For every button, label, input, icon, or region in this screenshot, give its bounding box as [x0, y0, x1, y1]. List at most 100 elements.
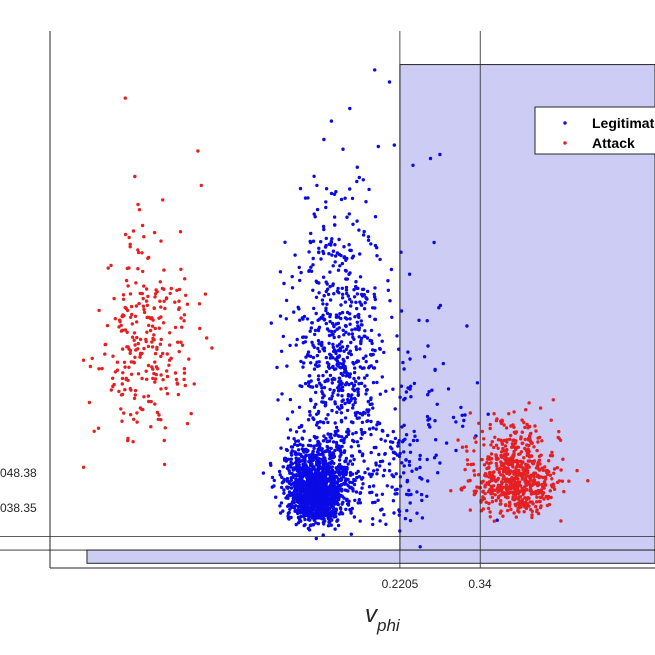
data-point-attack-726 — [508, 485, 513, 489]
data-point-legitimate-2065 — [315, 435, 319, 440]
data-point-legitimate-1976 — [305, 317, 310, 321]
data-point-attack-171 — [128, 348, 133, 353]
data-point-legitimate-1564 — [322, 227, 326, 232]
data-point-legitimate-1084 — [331, 474, 335, 478]
data-point-legitimate-1782 — [319, 257, 323, 261]
data-point-legitimate-657 — [288, 428, 293, 432]
data-point-attack-44 — [192, 382, 196, 386]
data-point-legitimate-2308 — [408, 518, 413, 523]
data-point-attack-80 — [134, 281, 138, 285]
data-point-attack-70 — [128, 292, 133, 296]
data-point-attack-190 — [142, 395, 146, 399]
data-point-legitimate-1231 — [289, 445, 294, 449]
legend-label-attack: Attack — [592, 135, 635, 151]
data-point-attack-915 — [501, 448, 505, 452]
data-point-legitimate-1865 — [363, 411, 367, 415]
data-point-legitimate-1343 — [343, 479, 348, 483]
data-point-attack-707 — [520, 418, 524, 422]
data-point-attack-882 — [521, 502, 525, 506]
data-point-legitimate-1609 — [357, 175, 361, 180]
data-point-attack-208 — [136, 202, 140, 207]
data-point-attack-816 — [528, 437, 532, 441]
data-point-legitimate-1606 — [352, 457, 356, 462]
data-point-legitimate-2089 — [364, 296, 368, 300]
data-point-legitimate-299 — [338, 506, 343, 510]
data-point-legitimate-1251 — [298, 495, 302, 499]
data-point-attack-112 — [161, 378, 165, 382]
data-point-legitimate-1742 — [345, 355, 350, 360]
data-point-legitimate-2109 — [369, 352, 373, 357]
data-point-legitimate-2241 — [425, 457, 429, 462]
data-point-legitimate-1168 — [313, 517, 317, 521]
data-point-legitimate-994 — [286, 514, 290, 518]
data-point-attack-667 — [473, 491, 478, 495]
data-point-legitimate-1858 — [332, 292, 336, 296]
data-point-legitimate-1910 — [355, 292, 360, 296]
data-point-legitimate-1372 — [298, 491, 303, 495]
series-attack — [81, 96, 590, 523]
data-point-legitimate-1638 — [328, 298, 333, 302]
data-point-attack-850 — [516, 491, 521, 496]
data-point-legitimate-1409 — [357, 498, 361, 502]
data-point-legitimate-769 — [280, 475, 284, 479]
data-point-legitimate-1748 — [344, 369, 348, 373]
data-point-legitimate-1942 — [329, 432, 333, 437]
data-point-attack-664 — [519, 437, 523, 441]
data-point-legitimate-2309 — [345, 381, 349, 385]
data-point-attack-843 — [548, 473, 553, 477]
data-point-legitimate-1453 — [318, 501, 322, 506]
data-point-legitimate-2116 — [337, 252, 341, 257]
data-point-attack-781 — [524, 482, 529, 486]
data-point-attack-634 — [516, 509, 520, 513]
data-point-legitimate-2073 — [323, 245, 328, 249]
data-point-attack-153 — [134, 304, 139, 308]
data-point-attack-165 — [197, 302, 202, 306]
data-point-attack-532 — [514, 515, 518, 519]
data-point-legitimate-1813 — [325, 311, 330, 316]
data-point-legitimate-1253 — [326, 506, 330, 510]
data-point-attack-739 — [489, 452, 494, 456]
data-point-legitimate-219 — [340, 512, 345, 516]
data-point-attack-560 — [492, 519, 496, 523]
data-point-attack-0 — [137, 208, 142, 212]
data-point-legitimate-2325 — [388, 440, 393, 444]
data-point-attack-235 — [168, 291, 172, 296]
data-point-attack-780 — [484, 474, 489, 478]
data-point-legitimate-1920 — [333, 402, 337, 406]
data-point-legitimate-1925 — [367, 187, 371, 192]
data-point-legitimate-985 — [277, 469, 282, 474]
data-point-legitimate-1266 — [294, 473, 299, 477]
data-point-legitimate-2187 — [411, 438, 416, 443]
data-point-legitimate-1586 — [322, 488, 326, 493]
data-point-attack-100 — [153, 360, 157, 364]
data-point-attack-637 — [512, 469, 516, 473]
data-point-legitimate-1629 — [364, 354, 368, 358]
data-point-legitimate-1719 — [326, 292, 331, 297]
data-point-legitimate-1494 — [304, 488, 308, 492]
data-point-legitimate-1482 — [324, 436, 328, 441]
data-point-legitimate-1541 — [319, 240, 323, 244]
data-point-legitimate-1990 — [342, 359, 346, 363]
data-point-legitimate-1635 — [367, 366, 371, 370]
data-point-attack-37 — [163, 306, 167, 311]
data-point-attack-492 — [485, 466, 489, 471]
data-point-attack-67 — [153, 380, 157, 384]
data-point-attack-653 — [519, 505, 523, 509]
data-point-legitimate-2331 — [396, 444, 400, 448]
data-point-legitimate-1570 — [308, 409, 312, 414]
data-point-legitimate-2353 — [446, 387, 451, 391]
data-point-legitimate-1034 — [286, 457, 291, 461]
data-point-legitimate-2015 — [315, 384, 319, 388]
data-point-legitimate-1772 — [311, 288, 315, 292]
data-point-legitimate-1296 — [309, 444, 313, 448]
data-point-attack-609 — [532, 475, 536, 479]
data-point-legitimate-691 — [335, 519, 339, 523]
data-point-legitimate-954 — [323, 519, 327, 523]
data-point-legitimate-1373 — [298, 442, 302, 447]
data-point-legitimate-1810 — [369, 396, 373, 400]
data-point-attack-864 — [523, 478, 528, 482]
data-point-legitimate-724 — [329, 436, 334, 440]
data-point-attack-243 — [175, 382, 180, 386]
data-point-legitimate-2324 — [425, 494, 429, 498]
data-point-legitimate-1461 — [300, 472, 304, 476]
